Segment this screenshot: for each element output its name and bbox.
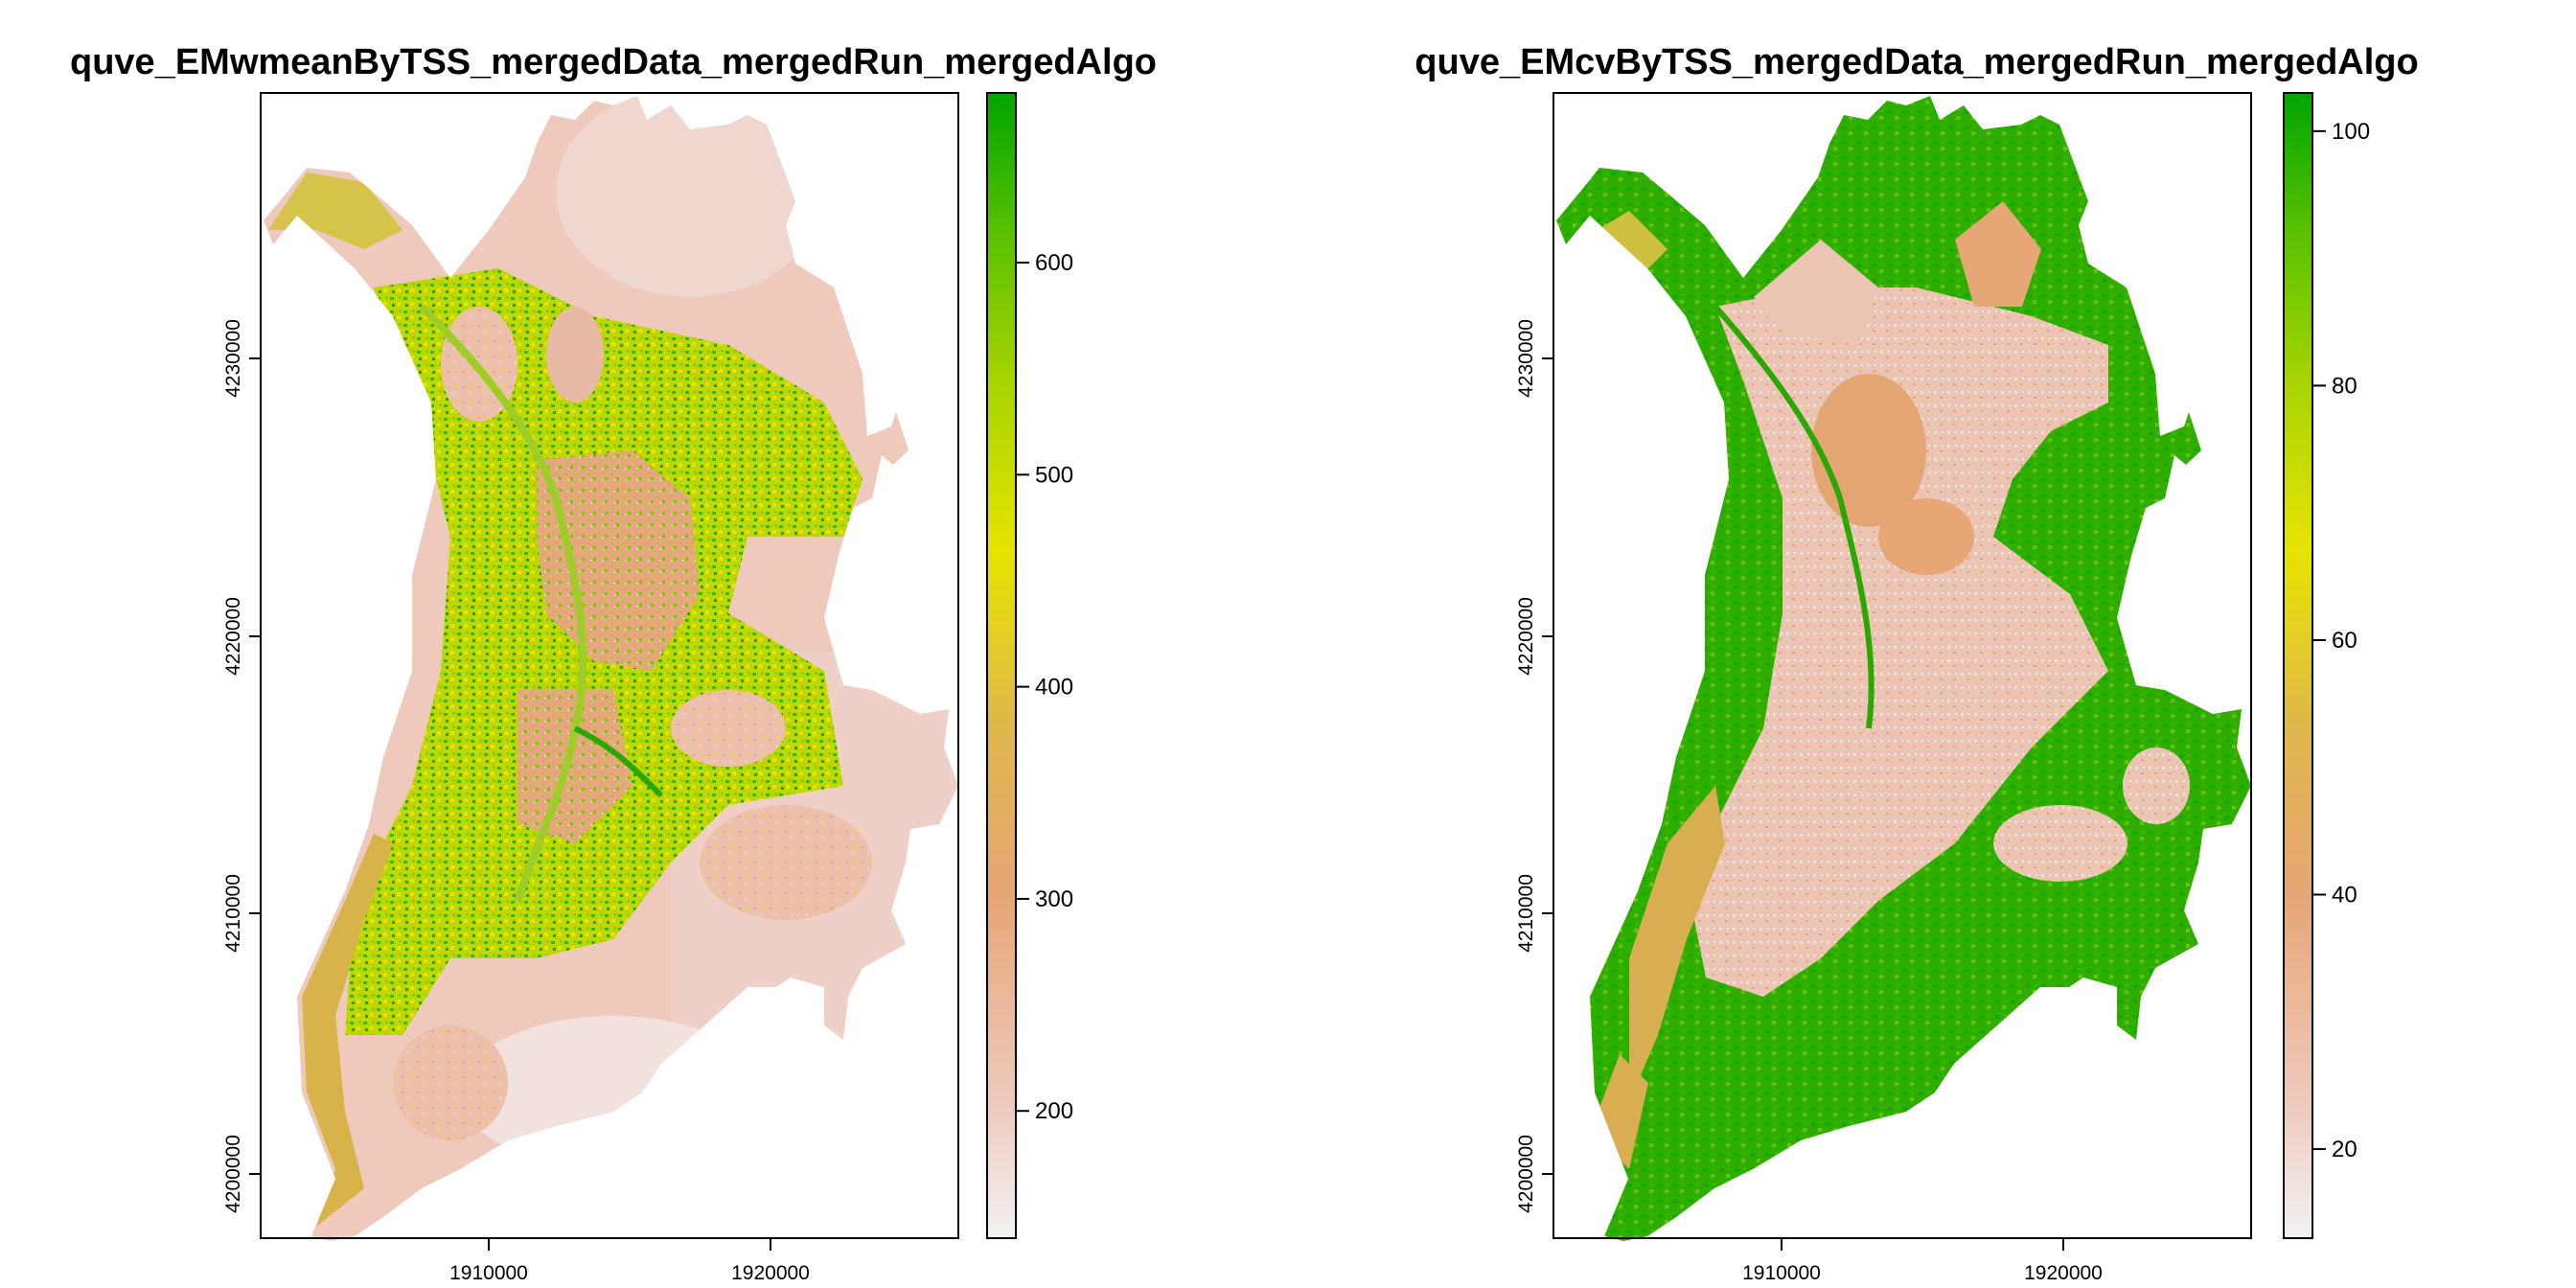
y-tick-label: 4200000 <box>1515 1135 1537 1213</box>
y-tick-label: 4220000 <box>222 597 244 676</box>
colorbar-tick-label: 60 <box>2332 628 2358 654</box>
x-tick-label: 1920000 <box>731 1262 810 1284</box>
y-tick-label: 4230000 <box>1515 319 1537 398</box>
y-tick-label: 4220000 <box>1515 597 1537 676</box>
x-tick-label: 1910000 <box>1742 1262 1821 1284</box>
colorbar-tick-label: 200 <box>1035 1098 1073 1124</box>
x-tick-label: 1910000 <box>449 1262 528 1284</box>
colorbar-tick-label: 40 <box>2332 883 2358 908</box>
colorbar-tick-label: 80 <box>2332 373 2358 399</box>
colorbar-tick-label: 400 <box>1035 675 1073 701</box>
x-tick-label: 1920000 <box>2024 1262 2103 1284</box>
panel-title: quve_EMwmeanByTSS_mergedData_mergedRun_m… <box>70 42 1157 82</box>
plot-frame <box>260 92 959 1239</box>
panel-wmean: quve_EMwmeanByTSS_mergedData_mergedRun_m… <box>70 42 1157 1284</box>
colorbar-tick-label: 100 <box>2332 119 2370 145</box>
colorbar: 200 300 400 500 600 <box>986 92 1073 1239</box>
panel-cv: quve_EMcvByTSS_mergedData_mergedRun_merg… <box>1414 42 2418 1284</box>
colorbar-tick-label: 600 <box>1035 250 1073 276</box>
y-tick-label: 4230000 <box>222 319 244 398</box>
y-tick-label: 4210000 <box>222 874 244 953</box>
y-tick-label: 4200000 <box>222 1135 244 1213</box>
plot-frame <box>1552 92 2252 1239</box>
raster-map-wmean <box>264 96 958 1241</box>
panel-title: quve_EMcvByTSS_mergedData_mergedRun_merg… <box>1414 42 2418 82</box>
colorbar-tick-label: 20 <box>2332 1137 2358 1162</box>
y-tick-label: 4210000 <box>1515 874 1537 953</box>
colorbar: 20 40 60 80 100 <box>2283 92 2370 1239</box>
raster-map-cv <box>1556 96 2251 1241</box>
colorbar-tick-label: 500 <box>1035 462 1073 488</box>
colorbar-tick-label: 300 <box>1035 886 1073 912</box>
